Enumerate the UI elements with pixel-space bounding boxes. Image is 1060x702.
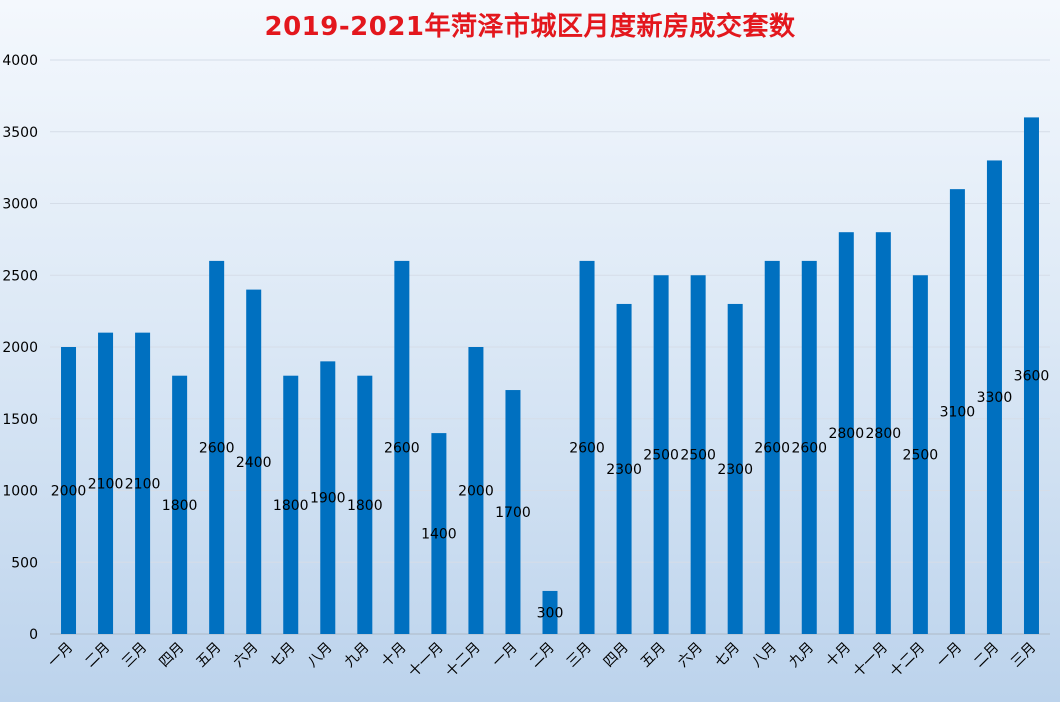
- bar: [727, 303, 743, 634]
- bar: [875, 232, 891, 634]
- x-tick-label: 七月: [267, 640, 298, 671]
- data-label: 1800: [162, 498, 198, 514]
- data-label: 2400: [236, 455, 272, 471]
- x-tick-label: 九月: [342, 640, 373, 671]
- y-tick-label: 0: [29, 627, 38, 643]
- data-label: 2000: [458, 484, 494, 500]
- x-tick-label: 三月: [564, 640, 595, 671]
- x-tick-label: 四月: [156, 640, 187, 671]
- bar: [98, 332, 114, 634]
- data-label: 1800: [273, 498, 309, 514]
- data-label: 1700: [495, 505, 531, 521]
- data-label: 2500: [680, 448, 716, 464]
- bar: [912, 275, 928, 634]
- data-label: 2100: [88, 476, 124, 492]
- x-tick-label: 十一月: [850, 640, 891, 681]
- x-tick-label: 十一月: [406, 640, 447, 681]
- data-label: 300: [537, 605, 564, 621]
- x-tick-label: 二月: [527, 640, 558, 671]
- data-label: 3100: [940, 405, 976, 421]
- bar: [431, 433, 447, 634]
- x-tick-label: 三月: [119, 640, 150, 671]
- bar: [616, 303, 632, 634]
- x-tick-label: 八月: [749, 640, 780, 671]
- bar: [542, 590, 558, 634]
- bar: [1023, 117, 1039, 634]
- data-label: 1900: [310, 491, 346, 507]
- y-tick-label: 3500: [2, 125, 38, 141]
- x-tick-label: 九月: [786, 640, 817, 671]
- bar: [505, 390, 521, 634]
- x-tick-label: 一月: [934, 640, 965, 671]
- bar: [579, 260, 595, 634]
- x-tick-label: 八月: [304, 640, 335, 671]
- x-tick-label: 二月: [971, 640, 1002, 671]
- y-tick-label: 2000: [2, 340, 38, 356]
- data-label: 3600: [1014, 369, 1050, 385]
- y-tick-label: 1500: [2, 412, 38, 428]
- data-label: 2600: [791, 440, 827, 456]
- chart-title: 2019-2021年菏泽市城区月度新房成交套数: [264, 12, 796, 42]
- y-tick-label: 1000: [2, 484, 38, 500]
- x-tick-label: 一月: [490, 640, 521, 671]
- y-tick-label: 4000: [2, 53, 38, 69]
- bar: [172, 375, 188, 634]
- x-tick-label: 十月: [823, 640, 854, 671]
- bar: [209, 260, 225, 634]
- x-tick-label: 七月: [712, 640, 743, 671]
- data-label: 2600: [754, 440, 790, 456]
- bar: [986, 160, 1002, 634]
- bar: [949, 189, 965, 634]
- bar: [690, 275, 706, 634]
- x-tick-label: 一月: [45, 640, 76, 671]
- bar: [394, 260, 410, 634]
- y-tick-label: 500: [11, 555, 38, 571]
- data-label: 2600: [569, 440, 605, 456]
- y-tick-label: 3000: [2, 197, 38, 213]
- bar: [838, 232, 854, 634]
- data-label: 2600: [199, 440, 235, 456]
- x-tick-label: 五月: [193, 640, 224, 671]
- data-label: 2300: [606, 462, 642, 478]
- data-label: 2100: [125, 476, 161, 492]
- y-tick-label: 2500: [2, 268, 38, 284]
- data-label: 2300: [717, 462, 753, 478]
- bar: [801, 260, 817, 634]
- bar: [283, 375, 299, 634]
- bar: [61, 347, 77, 634]
- x-tick-label: 六月: [675, 640, 706, 671]
- bar: [246, 289, 262, 634]
- x-tick-label: 十二月: [887, 640, 928, 681]
- data-label: 2800: [828, 426, 864, 442]
- x-tick-label: 六月: [230, 640, 261, 671]
- x-tick-label: 十月: [379, 640, 410, 671]
- data-label: 2500: [643, 448, 679, 464]
- x-tick-label: 五月: [638, 640, 669, 671]
- x-tick-label: 四月: [601, 640, 632, 671]
- data-label: 1400: [421, 527, 457, 543]
- data-label: 2500: [903, 448, 939, 464]
- x-tick-label: 十二月: [443, 640, 484, 681]
- bar: [320, 361, 336, 634]
- data-label: 1800: [347, 498, 383, 514]
- bar: [468, 347, 484, 634]
- data-label: 3300: [977, 390, 1013, 406]
- bar: [135, 332, 151, 634]
- data-label: 2600: [384, 440, 420, 456]
- x-tick-label: 三月: [1008, 640, 1039, 671]
- x-tick-label: 二月: [82, 640, 113, 671]
- bar: [653, 275, 669, 634]
- data-label: 2800: [866, 426, 902, 442]
- bar: [764, 260, 780, 634]
- data-label: 2000: [51, 484, 87, 500]
- bar: [357, 375, 373, 634]
